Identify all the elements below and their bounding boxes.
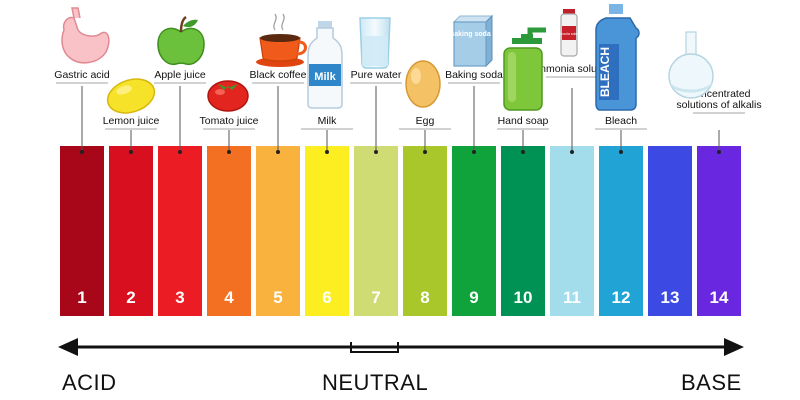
ph-value-7: 7 — [371, 288, 380, 307]
item-label-12: Bleach — [605, 115, 637, 127]
connector-dot-1 — [80, 150, 84, 154]
ph-value-14: 14 — [710, 288, 729, 307]
ph-bar-8 — [403, 146, 447, 316]
ph-value-8: 8 — [420, 288, 429, 307]
ammonia-brand-text: Ammonia solution — [555, 32, 583, 36]
ph-bar-3 — [158, 146, 202, 316]
ph-bar-2 — [109, 146, 153, 316]
ph-bar-7 — [354, 146, 398, 316]
ph-value-1: 1 — [77, 288, 86, 307]
item-label-4: Tomato juice — [200, 115, 259, 127]
ph-bar-14 — [697, 146, 741, 316]
item-label-2: Lemon juice — [103, 115, 160, 127]
ph-bar-13 — [648, 146, 692, 316]
neutral-label: NEUTRAL — [322, 370, 429, 395]
coffee-cup-icon — [256, 13, 307, 67]
milk-bottle-icon: Milk — [307, 21, 343, 109]
ph-bar-6 — [305, 146, 349, 316]
stomach-icon — [61, 7, 110, 64]
item-label-1: Gastric acid — [54, 69, 110, 81]
connector-dot-12 — [619, 150, 623, 154]
ph-value-11: 11 — [563, 288, 581, 307]
baking-soda-brand-text: Baking soda — [449, 31, 491, 38]
item-label-9: Baking soda — [445, 69, 503, 81]
item-label-5: Black coffee — [249, 69, 306, 81]
item-labels: Gastric acid Lemon juice Apple juice Tomato… — [54, 63, 762, 130]
item-label-3: Apple juice — [154, 69, 206, 81]
ph-value-13: 13 — [661, 288, 680, 307]
connector-dot-2 — [129, 150, 133, 154]
ph-value-10: 10 — [514, 288, 533, 307]
item-label-11: Ammonia solution — [530, 63, 614, 75]
item-label-10: Hand soap — [498, 115, 549, 127]
tomato-icon — [207, 80, 249, 112]
water-glass-icon — [359, 17, 391, 69]
ph-axis-arrow — [58, 338, 744, 356]
connector-dot-11 — [570, 150, 574, 154]
connector-dot-5 — [276, 150, 280, 154]
ammonia-bottle-icon: Ammonia solution — [555, 9, 583, 57]
connector-dot-6 — [325, 150, 329, 154]
bleach-bottle-icon: BLEACH — [595, 4, 640, 111]
ph-value-4: 4 — [224, 288, 234, 307]
connector-dot-14 — [717, 150, 721, 154]
ph-value-12: 12 — [612, 288, 631, 307]
apple-icon — [157, 15, 205, 66]
ph-bars: 1 2 3 4 5 6 7 8 9 10 11 12 13 14 — [60, 146, 741, 316]
ph-bar-4 — [207, 146, 251, 316]
milk-brand-text: Milk — [314, 71, 336, 83]
soap-dispenser-icon — [503, 27, 546, 111]
ph-bar-1 — [60, 146, 104, 316]
connector-dot-8 — [423, 150, 427, 154]
bleach-brand-text: BLEACH — [598, 47, 612, 97]
egg-icon — [405, 60, 441, 108]
baking-soda-box-icon: Baking soda — [449, 14, 494, 68]
ph-bar-10 — [501, 146, 545, 316]
flask-icon — [668, 31, 714, 99]
connector-dot-10 — [521, 150, 525, 154]
item-label-7: Pure water — [351, 69, 402, 81]
ph-value-5: 5 — [273, 288, 282, 307]
item-label-6: Milk — [318, 115, 337, 127]
ph-bar-5 — [256, 146, 300, 316]
connector-lines — [80, 86, 721, 154]
ph-value-6: 6 — [322, 288, 331, 307]
connector-dot-3 — [178, 150, 182, 154]
ph-bar-11 — [550, 146, 594, 316]
ph-bar-12 — [599, 146, 643, 316]
connector-dot-7 — [374, 150, 378, 154]
base-label: BASE — [681, 370, 742, 395]
acid-label: ACID — [62, 370, 117, 395]
lemon-icon — [106, 78, 156, 114]
ph-bar-9 — [452, 146, 496, 316]
ph-value-9: 9 — [469, 288, 478, 307]
ph-value-3: 3 — [175, 288, 184, 307]
item-label-8: Egg — [416, 115, 435, 127]
ph-value-2: 2 — [126, 288, 135, 307]
connector-dot-4 — [227, 150, 231, 154]
connector-dot-9 — [472, 150, 476, 154]
